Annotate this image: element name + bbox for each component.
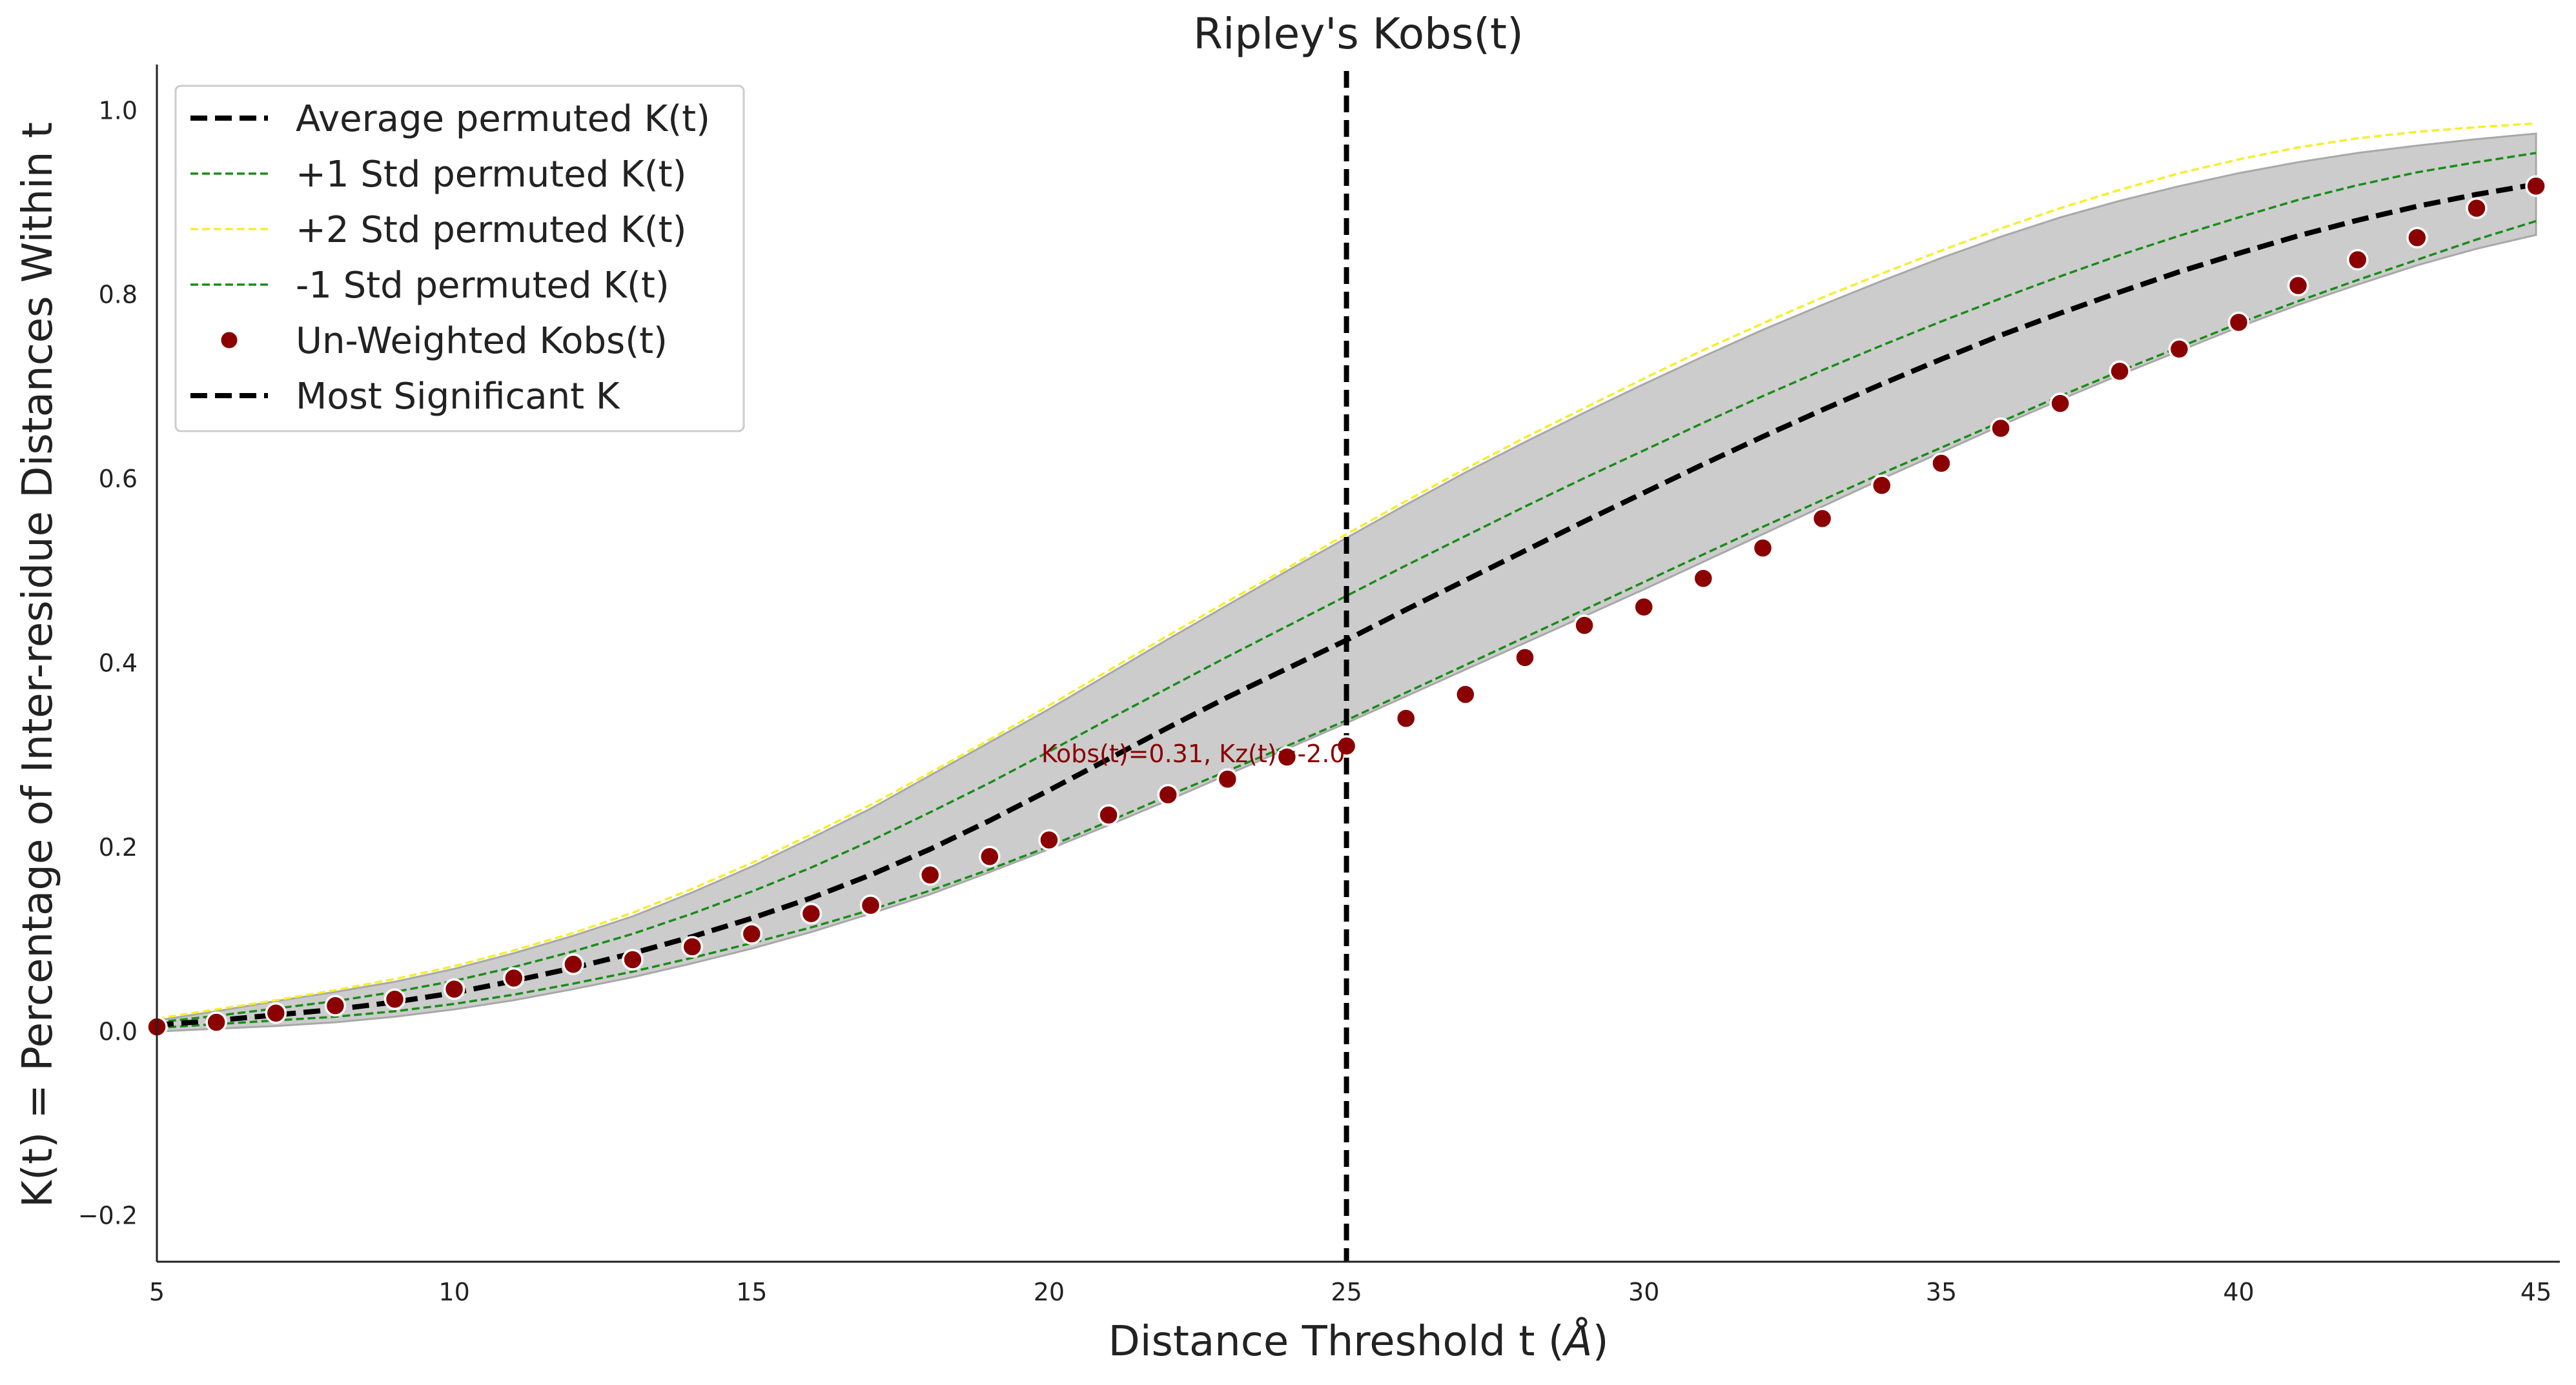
kobs-point <box>1514 647 1536 669</box>
kobs-point <box>1573 614 1595 636</box>
plus-1-std-line <box>156 152 2537 1024</box>
scatter-layer <box>146 175 2547 1038</box>
kobs-point <box>2525 175 2547 197</box>
kobs-point <box>1335 735 1358 757</box>
kobs-point <box>383 988 406 1011</box>
kobs-point <box>2168 338 2191 360</box>
kobs-point <box>1395 707 1417 729</box>
kobs-point <box>741 923 763 945</box>
x-axis-label-unit: Å <box>1562 1317 1593 1366</box>
kobs-point <box>1216 768 1239 791</box>
kobs-point <box>1098 804 1119 826</box>
y-axis-label: K(t) = Percentage of Inter-residue Dista… <box>14 122 62 1208</box>
kobs-point <box>1157 783 1179 806</box>
kobs-point <box>1633 596 1655 618</box>
kobs-point <box>1811 507 1834 530</box>
kobs-point <box>205 1011 227 1033</box>
x-tick-label: 20 <box>1034 1278 1065 1306</box>
legend-label: +1 Std permuted K(t) <box>296 154 686 196</box>
x-tick-label: 15 <box>736 1278 767 1306</box>
kobs-point <box>1692 567 1715 589</box>
kobs-point <box>503 967 525 989</box>
y-tick-label: −0.2 <box>78 1202 138 1230</box>
kobs-point <box>622 949 644 971</box>
kobs-point <box>2287 274 2309 297</box>
x-axis-label: Distance Threshold t (Å) <box>1108 1317 1608 1366</box>
kobs-point <box>1990 417 2012 440</box>
legend-items: Average permuted K(t) +1 Std permuted K(t… <box>190 98 710 418</box>
kobs-point <box>681 936 703 958</box>
chart-title: Ripley's Kobs(t) <box>1193 9 1524 59</box>
kobs-point <box>2466 197 2488 219</box>
legend-marker <box>219 330 240 350</box>
x-tick-label: 5 <box>149 1278 165 1306</box>
legend: Average permuted K(t) +1 Std permuted K(t… <box>174 85 745 432</box>
legend-label: Most Significant K <box>296 376 620 418</box>
kobs-point <box>443 978 465 1000</box>
kobs-point <box>1038 829 1060 851</box>
plus-2-std-line <box>156 122 2537 1020</box>
kobs-point <box>1752 537 1774 559</box>
legend-label: Average permuted K(t) <box>296 98 710 140</box>
kobs-point <box>265 1002 287 1024</box>
x-axis-label-main: Distance Threshold t ( <box>1108 1318 1564 1366</box>
legend-label: Un-Weighted Kobs(t) <box>296 320 668 362</box>
kobs-point <box>1455 683 1477 705</box>
kobs-point <box>1870 474 1893 496</box>
x-tick-label: 35 <box>1926 1278 1957 1306</box>
kobs-point <box>2049 392 2071 414</box>
x-tick-label: 45 <box>2520 1278 2551 1306</box>
kobs-point <box>859 895 882 916</box>
kobs-point <box>2109 360 2131 382</box>
kobs-point <box>2406 227 2428 249</box>
kobs-point <box>919 864 941 886</box>
legend-label: -1 Std permuted K(t) <box>296 265 670 307</box>
kobs-point <box>562 953 584 975</box>
x-tick-label: 10 <box>438 1278 469 1306</box>
kobs-point <box>1276 746 1298 768</box>
annotation-label: Kobs(t)=0.31, Kz(t)=-2.0 <box>1041 740 1345 768</box>
x-tick-label: 40 <box>2223 1278 2254 1306</box>
legend-frame <box>174 85 745 432</box>
x-tick-label: 30 <box>1628 1278 1659 1306</box>
legend-label: +2 Std permuted K(t) <box>296 209 686 251</box>
y-tick-labels: −0.2 0.0 0.2 0.4 0.6 0.8 1.0 <box>78 96 138 1229</box>
kobs-point <box>2227 311 2250 334</box>
kobs-point <box>800 902 823 925</box>
x-tick-labels: 5 10 15 20 25 30 35 40 45 <box>149 1278 2551 1306</box>
kobs-point <box>979 845 1001 867</box>
y-tick-label: 0.2 <box>99 833 138 862</box>
x-tick-label: 25 <box>1331 1278 1362 1306</box>
x-axis-label-close: ) <box>1593 1318 1609 1366</box>
y-tick-label: 1.0 <box>99 96 138 125</box>
y-tick-label: 0.0 <box>99 1017 138 1046</box>
kobs-point <box>324 995 347 1017</box>
y-tick-label: 0.6 <box>99 465 138 493</box>
kobs-point <box>1930 452 1952 474</box>
y-tick-label: 0.8 <box>99 281 138 309</box>
y-tick-label: 0.4 <box>99 649 138 678</box>
kobs-point <box>2347 248 2369 271</box>
